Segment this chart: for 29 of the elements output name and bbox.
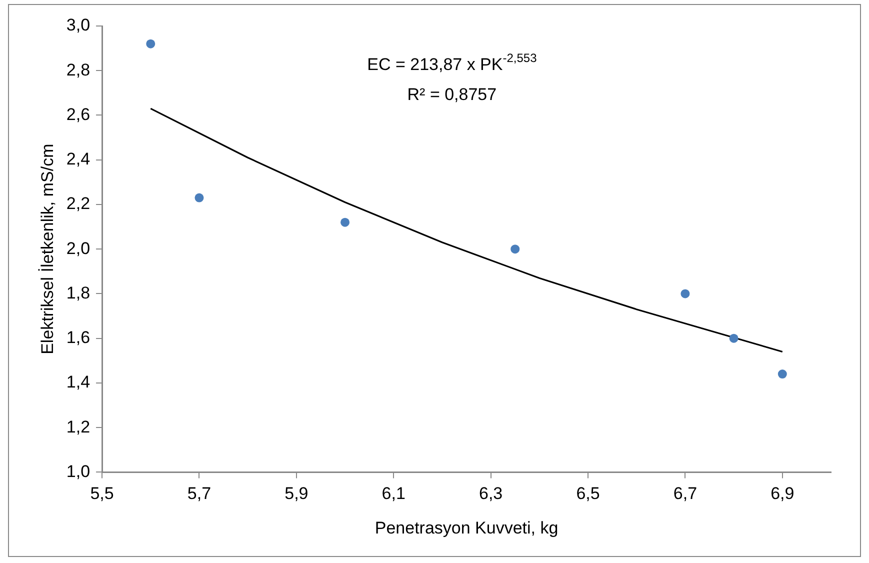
y-tick-label: 3,0 [66, 16, 90, 35]
x-tick-label: 6,9 [770, 484, 794, 504]
y-tick-label: 2,6 [66, 104, 90, 124]
x-tick-label: 5,5 [90, 484, 114, 504]
point [510, 244, 520, 254]
x-tick-label: 6,5 [576, 484, 600, 504]
x-tick-label: 6,3 [478, 484, 503, 504]
x-axis-title: Penetrasyon Kuvveti, kg [374, 518, 558, 538]
y-axis-title: Elektriksel İletkenlik, mS/cm [38, 144, 57, 354]
point [340, 218, 350, 227]
y-tick-label: 1,2 [66, 417, 90, 436]
y-tick-label: 2,8 [66, 60, 90, 80]
point [680, 289, 690, 298]
y-tick-label: 1,6 [66, 328, 90, 348]
y-tick-label: 2,4 [66, 150, 90, 169]
y-tick-label: 1,4 [66, 372, 90, 392]
y-tick-label: 2,0 [66, 238, 90, 258]
point [729, 334, 738, 343]
point [778, 370, 787, 379]
x-tick-label: 6,1 [382, 484, 406, 504]
x-tick-label: 6,7 [673, 484, 698, 504]
x-tick-label: 5,7 [187, 484, 212, 504]
point [146, 39, 156, 48]
annotation: R² = 0,8757 [407, 85, 497, 104]
y-tick-label: 2,2 [66, 194, 90, 214]
point [194, 193, 204, 202]
x-tick-label: 5,9 [284, 484, 308, 504]
y-tick-label: 1,0 [66, 462, 90, 481]
y-tick-label: 1,8 [66, 283, 90, 302]
